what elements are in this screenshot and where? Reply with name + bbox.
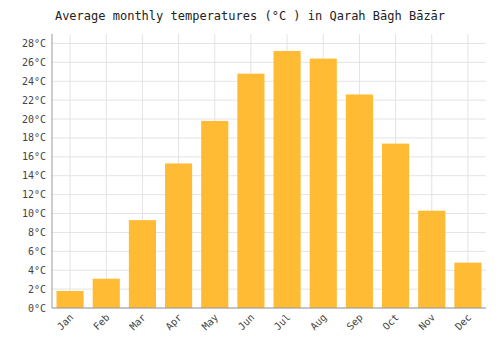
x-tick-label: Apr [163,312,184,333]
bar [310,59,337,308]
y-grid-line [52,137,486,138]
y-tick-label: 28°C [22,38,46,49]
y-tick-label: 10°C [22,208,46,219]
chart: Average monthly temperatures (°C ) in Qa… [0,0,500,350]
y-tick-label: 18°C [22,132,46,143]
y-axis-line [52,34,53,308]
bar [201,121,228,308]
y-tick-label: 26°C [22,57,46,68]
y-grid-line [52,194,486,195]
y-tick-label: 16°C [22,151,46,162]
x-grid-line [70,34,71,308]
x-tick-label: Jul [272,312,293,333]
bar [382,144,409,308]
y-tick-label: 0°C [28,303,46,314]
y-grid-line [52,43,486,44]
x-tick-label: Dec [453,312,474,333]
y-tick-label: 24°C [22,76,46,87]
bar [454,263,481,308]
x-tick-label: Oct [380,312,401,333]
y-grid-line [52,62,486,63]
x-axis-line [52,308,486,309]
y-grid-line [52,81,486,82]
y-axis: 0°C 2°C 4°C 6°C 8°C 10°C 12°C 14°C 16°C 18°C 20°C 2… [22,38,46,314]
y-tick-label: 20°C [22,114,46,125]
title: Average monthly temperatures (°C ) in Qa… [55,9,445,23]
bar [274,51,301,308]
y-tick-label: 14°C [22,170,46,181]
x-tick-label: Aug [308,312,329,333]
x-tick-label: Sep [344,312,365,333]
y-grid-line [52,119,486,120]
bar [165,163,192,308]
bar [346,94,373,308]
x-grid-line [106,34,107,308]
grid [52,34,486,308]
bar [129,220,156,308]
bars [57,51,482,308]
bar [57,291,84,308]
x-tick-label: Feb [91,312,112,333]
y-tick-label: 4°C [28,265,46,276]
x-tick-label: Mar [127,312,148,333]
y-grid-line [52,308,486,309]
x-axis: Jan Feb Mar Apr May Jun Jul Aug Sep Oct Nov Dec [55,312,473,333]
x-tick-label: May [200,312,221,333]
background [0,0,500,350]
y-tick-label: 6°C [28,246,46,257]
y-tick-label: 22°C [22,95,46,106]
y-tick-label: 12°C [22,189,46,200]
y-grid-line [52,175,486,176]
y-grid-line [52,100,486,101]
y-tick-label: 8°C [28,227,46,238]
x-tick-label: Jan [55,312,76,333]
bar [237,74,264,308]
x-tick-label: Jun [236,312,257,333]
x-tick-label: Nov [417,312,438,333]
bar [418,211,445,308]
bar [93,279,120,308]
y-grid-line [52,156,486,157]
y-tick-label: 2°C [28,284,46,295]
